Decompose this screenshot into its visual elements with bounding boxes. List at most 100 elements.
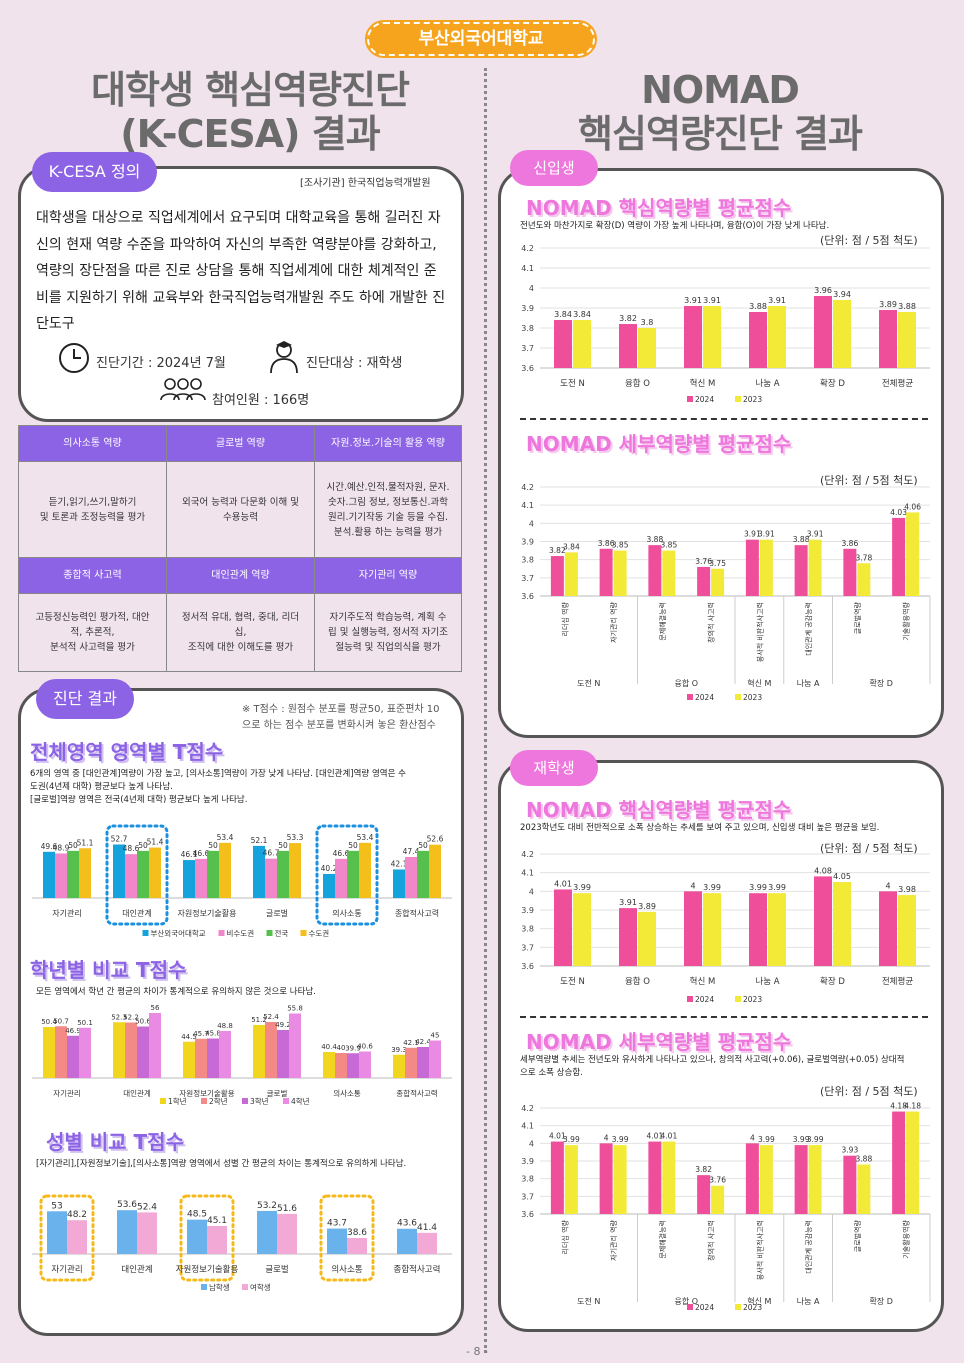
- bar-2024: [684, 306, 702, 368]
- data-label: 52.6: [427, 835, 444, 844]
- bar-2학년: [405, 1047, 417, 1078]
- group-label: 확장 D: [870, 678, 893, 688]
- data-label: 43.6: [397, 1219, 417, 1229]
- data-label: 50.7: [53, 1017, 69, 1025]
- bar-전국: [347, 850, 359, 898]
- data-label: 3.88: [647, 535, 664, 544]
- x-tick-label: 리더십 역량: [560, 1219, 569, 1254]
- y-tick-label: 3.9: [521, 906, 534, 915]
- kcesa-title: 대학생 핵심역량진단 (K-CESA) 결과: [20, 68, 480, 156]
- data-label: 45.1: [207, 1216, 227, 1226]
- y-tick-label: 4.1: [521, 501, 534, 510]
- y-tick-label: 4.2: [521, 850, 534, 859]
- bar-2023: [711, 568, 725, 596]
- data-label: 3.91: [768, 296, 786, 305]
- data-label: 3.99: [612, 1135, 629, 1144]
- data-label: 4: [750, 1133, 755, 1142]
- data-label: 3.99: [758, 1135, 775, 1144]
- data-label: 3.82: [695, 1165, 712, 1174]
- gender-section-title: 성별 비교 T점수: [46, 1130, 184, 1154]
- data-label: 56: [151, 1004, 160, 1012]
- data-label: 3.88: [856, 1155, 873, 1164]
- bar-수도권: [79, 848, 91, 898]
- data-label: 4: [604, 1133, 609, 1142]
- table-cell: 고등정신능력인 평가적, 대안 적, 추론적, 분석적 사고력을 평가: [18, 593, 167, 672]
- data-label: 50: [278, 841, 288, 850]
- bar-2024: [879, 891, 897, 966]
- bar-2023: [808, 539, 822, 596]
- data-label: 53: [51, 1201, 62, 1211]
- kcesa-title-line1: 대학생 핵심역량진단: [91, 68, 410, 112]
- bar-2023: [564, 1145, 578, 1214]
- people-icon: [158, 378, 208, 402]
- bar-2023: [808, 1145, 822, 1214]
- legend-swatch: [283, 1098, 289, 1104]
- y-tick-label: 4.1: [521, 264, 534, 273]
- table-cell: 외국어 능력과 다문화 이해 및 수용능력: [166, 461, 315, 558]
- data-label: 4.05: [833, 872, 851, 881]
- bar-여학생: [207, 1225, 227, 1254]
- bar-2023: [833, 882, 851, 966]
- bar-2023: [759, 539, 773, 596]
- bar-4학년: [219, 1031, 231, 1078]
- data-label: 3.98: [898, 885, 916, 894]
- data-label: 3.91: [703, 296, 721, 305]
- bar-여학생: [277, 1213, 297, 1254]
- bar-2학년: [195, 1038, 207, 1078]
- legend-swatch: [687, 694, 693, 700]
- data-label: 3.85: [612, 541, 629, 550]
- legend-swatch: [687, 396, 693, 402]
- bar-3학년: [137, 1026, 149, 1078]
- legend-swatch: [735, 996, 741, 1002]
- bar-2024: [697, 1175, 711, 1214]
- bar-2024: [749, 312, 767, 368]
- kcesa-definition-panel: [18, 166, 464, 422]
- data-label: 40: [337, 1044, 346, 1052]
- legend-swatch: [142, 930, 149, 936]
- x-tick-label: 혁신 M: [690, 379, 716, 389]
- bar-2023: [613, 1145, 627, 1214]
- data-label: 52.2: [123, 1014, 139, 1022]
- x-tick-label: 봉사적 비판적사고력: [755, 1220, 764, 1280]
- enrolled-sub-desc: 세부역량별 추세는 전년도와 유사하게 나타나고 있으나, 창의적 사고력(+0…: [520, 1055, 905, 1078]
- enrolled-sub-unit: (단위: 점 / 5점 척도): [820, 1085, 918, 1098]
- bar-비수도권: [125, 854, 137, 898]
- data-label: 55.8: [287, 1005, 303, 1013]
- legend-label: 2023: [743, 693, 762, 702]
- data-label: 46.7: [263, 849, 280, 858]
- group-label: 융합 O: [674, 1297, 698, 1306]
- bar-1학년: [253, 1025, 265, 1078]
- data-label: 52.4: [263, 1013, 279, 1021]
- y-tick-label: 4.2: [521, 1104, 534, 1113]
- bar-4학년: [359, 1051, 371, 1078]
- bar-남학생: [187, 1219, 207, 1254]
- legend-label: 2023: [743, 995, 762, 1004]
- data-label: 4: [690, 881, 695, 890]
- data-label: 4.01: [661, 1132, 678, 1141]
- bar-2023: [613, 550, 627, 596]
- bar-2023: [857, 1164, 871, 1214]
- bar-2024: [814, 296, 832, 368]
- data-label: 50: [208, 841, 218, 850]
- bar-3학년: [207, 1038, 219, 1078]
- group-label: 확장 D: [870, 1296, 893, 1306]
- legend-label: 2024: [695, 1303, 714, 1312]
- participants-count: 참여인원 : 166명: [212, 393, 310, 408]
- bar-남학생: [117, 1210, 137, 1254]
- bar-2023: [573, 320, 591, 368]
- legend-label: 부산외국어대학교: [151, 928, 206, 938]
- enrolled-core-desc: 2023학년도 대비 전반적으로 소폭 상승하는 추세를 보여 주고 있으며, …: [520, 823, 880, 833]
- bar-2024: [550, 1141, 564, 1214]
- x-tick-label: 자원정보기술활용: [179, 1088, 234, 1098]
- bar-4학년: [149, 1013, 161, 1078]
- grade-section-title: 학년별 비교 T점수: [30, 958, 187, 982]
- data-label: 42.4: [415, 1038, 431, 1046]
- bar-2024: [648, 1141, 662, 1214]
- group-label: 혁신 M: [747, 1297, 771, 1306]
- legend-swatch: [266, 930, 273, 936]
- bar-수도권: [289, 843, 301, 898]
- bar-2023: [906, 512, 920, 596]
- data-label: 3.86: [598, 539, 615, 548]
- group-label: 융합 O: [674, 679, 698, 688]
- data-label: 3.89: [638, 902, 656, 911]
